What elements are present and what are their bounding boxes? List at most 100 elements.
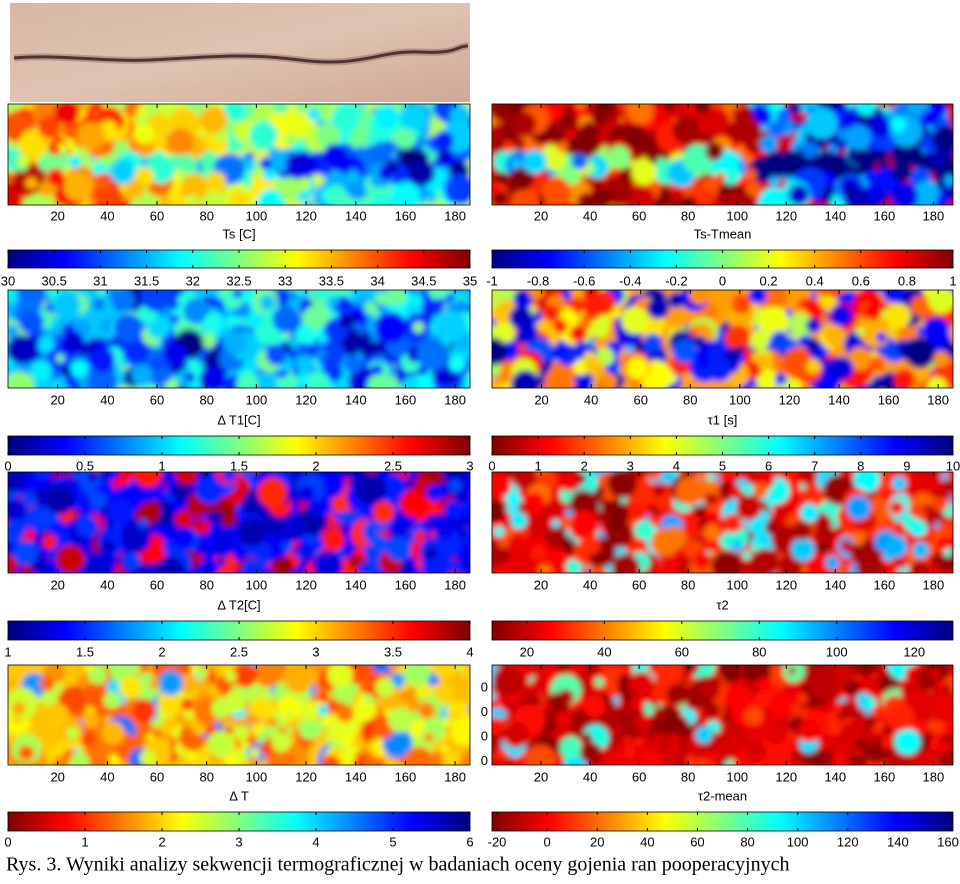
heatmap-image: [2, 278, 484, 403]
colorbar-tick-label: 30.5: [42, 273, 67, 288]
x-tick-label: 60: [150, 208, 164, 223]
texture-blob: [576, 341, 588, 353]
x-tick-label: 160: [395, 769, 417, 784]
texture-blob: [175, 462, 198, 485]
texture-blob: [707, 357, 732, 382]
texture-blob: [139, 672, 148, 681]
x-axis-label: Δ T2[C]: [217, 597, 260, 612]
texture-blob: [134, 124, 154, 144]
texture-blob: [102, 721, 125, 744]
texture-blob: [928, 286, 955, 313]
x-tick-label: 180: [444, 392, 466, 407]
texture-blob: [82, 711, 99, 728]
x-tick-label: 40: [100, 392, 114, 407]
colorbar-tick-label: 3.5: [384, 644, 402, 659]
x-tick-label: 160: [395, 208, 417, 223]
x-tick-label: 20: [534, 577, 548, 592]
texture-blob: [493, 526, 504, 537]
texture-blob: [489, 748, 497, 756]
x-tick-label: 100: [246, 577, 268, 592]
texture-blob: [121, 523, 151, 553]
texture-blob: [608, 145, 630, 167]
texture-blob: [689, 283, 710, 304]
texture-blob: [793, 521, 812, 540]
texture-blob: [932, 126, 959, 153]
texture-blob: [316, 349, 327, 360]
colorbar-tick-label: 1: [81, 834, 88, 849]
colorbar-tick-label: 0.6: [852, 273, 870, 288]
texture-blob: [486, 717, 504, 735]
texture-blob: [76, 515, 97, 536]
texture-blob: [323, 144, 347, 168]
texture-blob: [864, 170, 879, 185]
texture-blob: [444, 174, 475, 205]
colorbar-tick-label: 20: [520, 644, 534, 659]
texture-blob: [57, 143, 65, 151]
texture-blob: [890, 500, 904, 514]
texture-blob: [845, 188, 854, 197]
colorbar-tick-label: 40: [640, 834, 654, 849]
texture-blob: [866, 697, 876, 707]
texture-blob: [553, 375, 566, 388]
texture-blob: [249, 121, 277, 149]
texture-blob: [652, 483, 666, 497]
x-axis-label: τ2-mean: [698, 788, 747, 803]
texture-blob: [162, 491, 174, 503]
texture-blob: [111, 289, 135, 313]
texture-blob: [272, 557, 294, 579]
heatmap-image: [481, 90, 960, 218]
texture-blob: [22, 491, 37, 506]
texture-blob: [417, 338, 449, 370]
texture-blob: [309, 499, 326, 516]
x-tick-label: 140: [345, 577, 367, 592]
texture-blob: [902, 166, 913, 177]
texture-blob: [71, 360, 89, 378]
texture-blob: [295, 325, 317, 347]
colorbar-tick-label: 34.5: [411, 273, 436, 288]
texture-blob: [922, 317, 949, 344]
texture-blob: [742, 551, 751, 560]
x-tick-label: 20: [534, 392, 548, 407]
texture-blob: [93, 299, 104, 310]
x-tick-label: 20: [534, 769, 548, 784]
colorbar-tick-label: 120: [903, 644, 925, 659]
texture-blob: [200, 558, 218, 576]
texture-blob: [791, 537, 815, 561]
texture-blob: [930, 668, 940, 678]
x-tick-label: 160: [395, 392, 417, 407]
texture-blob: [377, 354, 386, 363]
texture-blob: [758, 677, 773, 692]
colorbar-tick-label: 0: [4, 834, 11, 849]
x-tick-label: 160: [395, 577, 417, 592]
colorbar-tick-label: 32: [186, 273, 200, 288]
texture-blob: [217, 558, 226, 567]
colorbar-tick-label: 1: [4, 644, 11, 659]
colorbar-tick-label: 60: [675, 644, 689, 659]
texture-blob: [4, 372, 35, 403]
colorbar-tick-label: 35: [463, 273, 477, 288]
texture-blob: [581, 535, 601, 555]
texture-blob: [728, 485, 742, 499]
texture-blob: [844, 679, 860, 695]
texture-blob: [585, 357, 602, 374]
texture-blob: [896, 339, 906, 349]
x-axis-label: Ts-Tmean: [694, 226, 752, 241]
texture-blob: [593, 128, 601, 136]
colorbar-tick-label: 2: [158, 834, 165, 849]
colorbar-tick-label: 30: [1, 273, 15, 288]
texture-blob: [596, 510, 611, 525]
texture-blob: [689, 327, 698, 336]
texture-blob: [891, 183, 918, 210]
heatmap-texture: [481, 458, 960, 585]
texture-blob: [450, 560, 459, 569]
texture-blob: [555, 711, 572, 728]
colorbar-tick-label: -0.2: [665, 273, 687, 288]
texture-blob: [260, 295, 276, 311]
texture-blob: [627, 98, 654, 125]
texture-blob: [940, 473, 948, 481]
texture-blob: [367, 374, 391, 398]
texture-blob: [594, 97, 614, 117]
texture-blob: [332, 103, 361, 132]
texture-blob: [444, 501, 461, 518]
heatmap-image: [481, 458, 960, 585]
